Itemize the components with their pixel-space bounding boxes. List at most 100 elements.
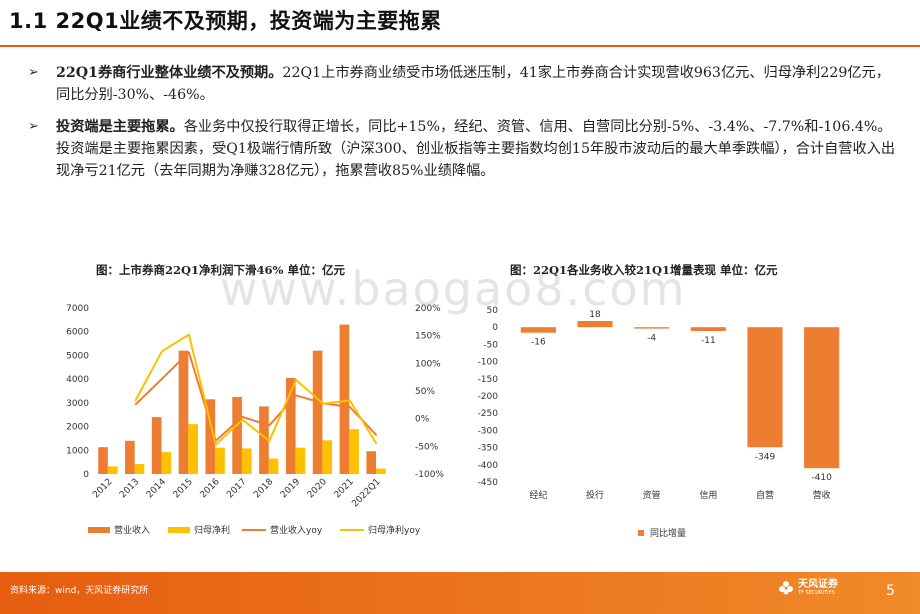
footer-source: 资料来源：wind，天风证券研究所: [10, 586, 149, 596]
increment-bar: [577, 321, 613, 328]
y-left-tick-label: 6000: [66, 328, 89, 338]
revenue-bar: [98, 447, 108, 474]
revenue-bar: [366, 451, 377, 474]
x-tick-label: 2022Q1: [350, 477, 382, 509]
page-number: 5: [886, 583, 895, 599]
y-left-tick-label: 1000: [66, 446, 89, 456]
revenue-bar: [232, 396, 242, 474]
x-tick-label: 经纪: [529, 489, 547, 501]
bullet-text: 22Q1上市券商业绩受市场低迷压制，41家上市券商合计实现营收963亿元、归母净…: [56, 65, 890, 103]
brand-logo: 天风证券 TF SECURITIES: [778, 580, 838, 596]
x-tick-label: 2013: [118, 477, 141, 500]
y-right-tick-label: 50%: [415, 387, 435, 397]
y-right-tick-label: 0%: [415, 415, 430, 425]
x-tick-label: 营收: [813, 489, 831, 501]
net-profit-bar: [161, 452, 172, 474]
left-chart-title: 图：上市券商22Q1净利润下滑46% 单位：亿元: [96, 263, 345, 277]
y-tick-label: -250: [478, 409, 499, 419]
x-tick-label: 2012: [91, 477, 114, 500]
data-label: -11: [701, 336, 716, 346]
net-profit-bar: [322, 440, 333, 474]
increment-bar: [690, 327, 726, 331]
logo-subtext: TF SECURITIES: [798, 590, 835, 596]
data-label: -16: [531, 338, 546, 348]
bullet-text: 各业务中仅投行取得正增长，同比+15%，经纪、资管、信用、自营同比分别-5%、-…: [56, 119, 896, 179]
x-tick-label: 投行: [586, 489, 604, 501]
data-label: -349: [755, 452, 776, 462]
y-left-tick-label: 5000: [66, 351, 89, 361]
revenue-bar: [151, 417, 162, 474]
y-right-tick-label: 100%: [415, 359, 441, 369]
increment-bar: [520, 327, 556, 333]
revenue-bar: [312, 350, 323, 474]
legend-label: 营业收入yoy: [270, 524, 323, 536]
y-left-tick-label: 2000: [66, 423, 89, 433]
net-profit-bar: [268, 458, 279, 474]
x-tick-label: 信用: [699, 489, 717, 501]
left-combo-chart: 0 1000 2000 3000 4000 5000 6000 7000 -100% -50% 0%…: [66, 304, 444, 536]
data-label: 18: [589, 310, 601, 320]
watermark: www.baogao8.com: [220, 262, 687, 316]
y-right-tick-label: -50%: [415, 442, 439, 452]
revenue-bar: [178, 350, 189, 474]
bullet-lead: 22Q1券商行业整体业绩不及预期。: [56, 65, 283, 81]
revenue-bar: [285, 377, 296, 474]
arrow-bullet-icon: ➢: [28, 65, 39, 80]
x-tick-label: 2014: [145, 477, 168, 500]
legend-swatch: [88, 527, 110, 533]
net-profit-bar: [349, 429, 359, 474]
x-tick-label: 2019: [279, 477, 302, 500]
x-tick-label: 2016: [199, 477, 222, 500]
increment-bar: [634, 327, 670, 329]
y-left-tick-label: 4000: [66, 375, 89, 385]
net-profit-bar: [188, 424, 198, 474]
x-tick-label: 自营: [756, 489, 774, 501]
slide-title: 1.1 22Q1业绩不及预期，投资端为主要拖累: [9, 9, 442, 33]
y-left-tick-label: 7000: [66, 304, 89, 314]
y-right-tick-label: 150%: [415, 332, 441, 342]
footer-bar: [0, 572, 920, 614]
y-tick-label: -150: [478, 375, 499, 385]
y-tick-label: -400: [478, 461, 499, 471]
arrow-bullet-icon: ➢: [28, 119, 39, 134]
net-profit-bar: [134, 464, 145, 474]
x-tick-label: 资管: [643, 489, 661, 501]
y-left-tick-label: 3000: [66, 399, 89, 409]
legend-label: 归母净利: [194, 524, 230, 536]
revenue-bar: [259, 406, 269, 474]
title-divider: [0, 45, 920, 47]
net-profit-bar: [295, 447, 306, 474]
legend-label: 营业收入: [114, 524, 150, 536]
bullet-item: ➢ 22Q1券商行业整体业绩不及预期。22Q1上市券商业绩受市场低迷压制，41家…: [28, 62, 898, 106]
legend-label: 归母净利yoy: [368, 524, 421, 536]
legend-label: 同比增量: [650, 527, 686, 539]
y-tick-label: -200: [478, 392, 499, 402]
increment-bar: [747, 327, 783, 448]
net-profit-bar: [215, 447, 225, 474]
net-profit-bar: [107, 466, 118, 474]
bullet-list: ➢ 22Q1券商行业整体业绩不及预期。22Q1上市券商业绩受市场低迷压制，41家…: [28, 62, 898, 192]
x-tick-label: 2015: [172, 477, 195, 500]
bullet-lead: 投资端是主要拖累。: [56, 119, 184, 135]
y-right-tick-label: 200%: [415, 304, 441, 314]
y-tick-label: 50: [487, 306, 499, 316]
right-chart-title: 图：22Q1各业务收入较21Q1增量表现 单位：亿元: [510, 263, 778, 277]
legend-swatch: [168, 527, 190, 533]
y-tick-label: -300: [478, 426, 499, 436]
y-tick-label: -50: [483, 340, 498, 350]
y-tick-label: -450: [478, 478, 499, 488]
revenue-bar: [205, 399, 216, 474]
net-profit-yoy-line: [134, 333, 378, 446]
logo-text: 天风证券: [798, 579, 838, 590]
y-tick-label: -100: [478, 358, 499, 368]
net-profit-bar: [376, 468, 386, 474]
x-tick-label: 2020: [306, 477, 329, 500]
flower-logo-icon: [779, 581, 793, 595]
revenue-bar: [339, 324, 350, 474]
x-tick-label: 2017: [225, 477, 248, 500]
revenue-yoy-line: [134, 351, 378, 442]
y-right-tick-label: -100%: [415, 470, 444, 480]
data-label: -4: [647, 334, 656, 344]
x-tick-label: 2018: [252, 477, 275, 500]
data-label: -410: [811, 473, 832, 483]
